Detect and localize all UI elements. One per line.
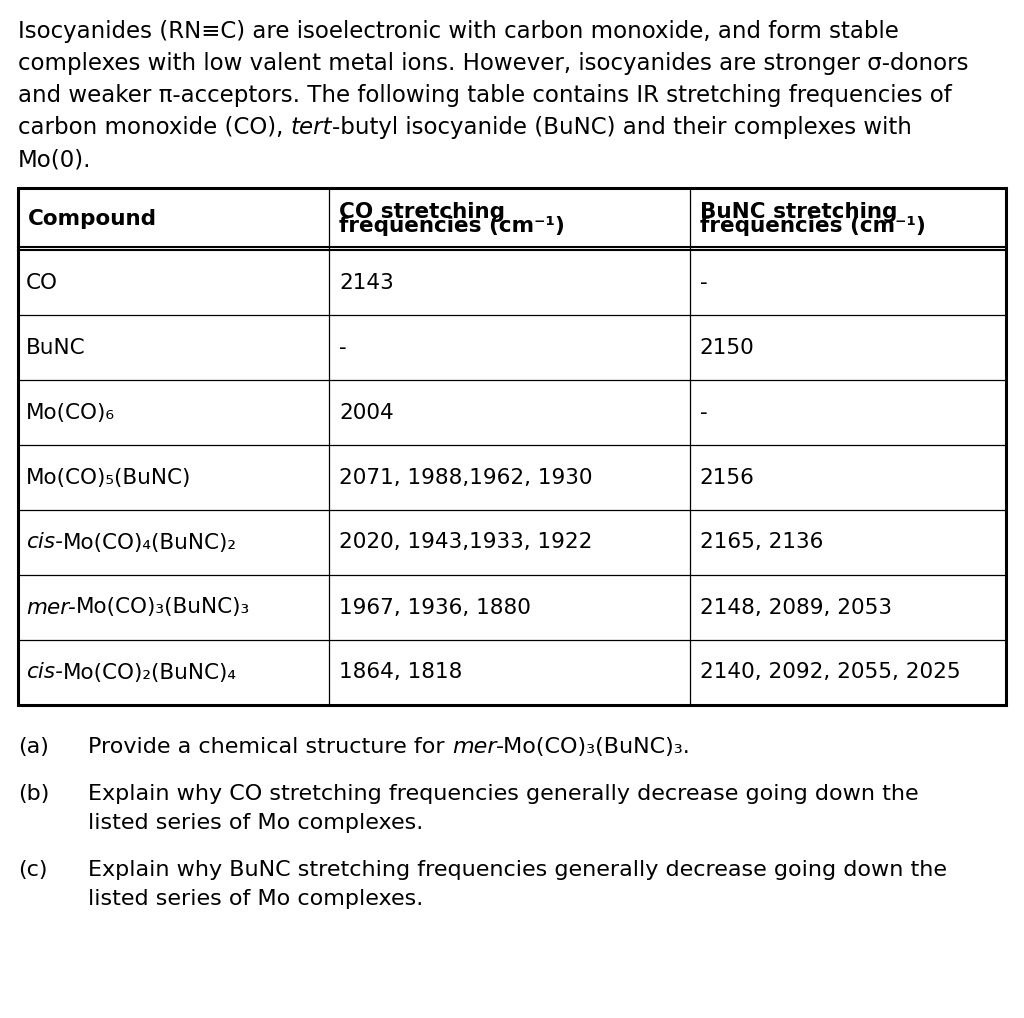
Text: BuNC stretching: BuNC stretching xyxy=(699,202,897,222)
Text: -Mo(CO)₃(BuNC)₃.: -Mo(CO)₃(BuNC)₃. xyxy=(497,737,691,757)
Text: Mo(CO)₆: Mo(CO)₆ xyxy=(26,402,115,422)
Text: Provide a chemical structure for: Provide a chemical structure for xyxy=(88,737,452,757)
Text: 1864, 1818: 1864, 1818 xyxy=(339,663,463,682)
Text: 2156: 2156 xyxy=(699,467,755,488)
Text: BuNC: BuNC xyxy=(26,338,86,357)
Text: cis-: cis- xyxy=(26,663,62,682)
Text: -: - xyxy=(339,338,347,357)
Text: Mo(CO)₄(BuNC)₂: Mo(CO)₄(BuNC)₂ xyxy=(62,532,237,553)
Text: CO stretching: CO stretching xyxy=(339,202,505,222)
Text: listed series of Mo complexes.: listed series of Mo complexes. xyxy=(88,813,423,833)
Text: Mo(CO)₃(BuNC)₃: Mo(CO)₃(BuNC)₃ xyxy=(76,598,250,618)
Text: Explain why BuNC stretching frequencies generally decrease going down the: Explain why BuNC stretching frequencies … xyxy=(88,860,947,880)
Text: 2020, 1943,1933, 1922: 2020, 1943,1933, 1922 xyxy=(339,532,593,553)
Text: (a): (a) xyxy=(18,737,49,757)
Text: carbon monoxide (CO),: carbon monoxide (CO), xyxy=(18,116,291,139)
Text: tert: tert xyxy=(291,116,332,139)
Text: frequencies (cm⁻¹): frequencies (cm⁻¹) xyxy=(699,216,926,236)
Text: 2165, 2136: 2165, 2136 xyxy=(699,532,823,553)
Text: 2004: 2004 xyxy=(339,402,394,422)
Text: -: - xyxy=(699,402,708,422)
Text: frequencies (cm⁻¹): frequencies (cm⁻¹) xyxy=(339,216,565,236)
Text: (b): (b) xyxy=(18,784,49,804)
Text: complexes with low valent metal ions. However, isocyanides are stronger σ-donors: complexes with low valent metal ions. Ho… xyxy=(18,52,969,75)
Text: and weaker π-acceptors. The following table contains IR stretching frequencies o: and weaker π-acceptors. The following ta… xyxy=(18,84,951,107)
Text: Isocyanides (RN≡C) are isoelectronic with carbon monoxide, and form stable: Isocyanides (RN≡C) are isoelectronic wit… xyxy=(18,20,899,43)
Text: CO: CO xyxy=(26,273,58,292)
Text: (c): (c) xyxy=(18,860,47,880)
Text: cis-: cis- xyxy=(26,532,62,553)
Text: 2140, 2092, 2055, 2025: 2140, 2092, 2055, 2025 xyxy=(699,663,961,682)
Text: mer-: mer- xyxy=(26,598,76,618)
Text: -butyl isocyanide (BuNC) and their complexes with: -butyl isocyanide (BuNC) and their compl… xyxy=(332,116,912,139)
Text: 2143: 2143 xyxy=(339,273,394,292)
Text: 2148, 2089, 2053: 2148, 2089, 2053 xyxy=(699,598,892,618)
Text: Compound: Compound xyxy=(28,209,157,229)
Text: Mo(0).: Mo(0). xyxy=(18,148,91,171)
Bar xyxy=(18,188,1006,705)
Text: Mo(CO)₂(BuNC)₄: Mo(CO)₂(BuNC)₄ xyxy=(62,663,237,682)
Text: listed series of Mo complexes.: listed series of Mo complexes. xyxy=(88,889,423,909)
Text: -: - xyxy=(699,273,708,292)
Text: mer: mer xyxy=(452,737,497,757)
Text: 2150: 2150 xyxy=(699,338,755,357)
Text: 1967, 1936, 1880: 1967, 1936, 1880 xyxy=(339,598,531,618)
Text: Explain why CO stretching frequencies generally decrease going down the: Explain why CO stretching frequencies ge… xyxy=(88,784,919,804)
Text: Mo(CO)₅(BuNC): Mo(CO)₅(BuNC) xyxy=(26,467,191,488)
Text: 2071, 1988,1962, 1930: 2071, 1988,1962, 1930 xyxy=(339,467,593,488)
